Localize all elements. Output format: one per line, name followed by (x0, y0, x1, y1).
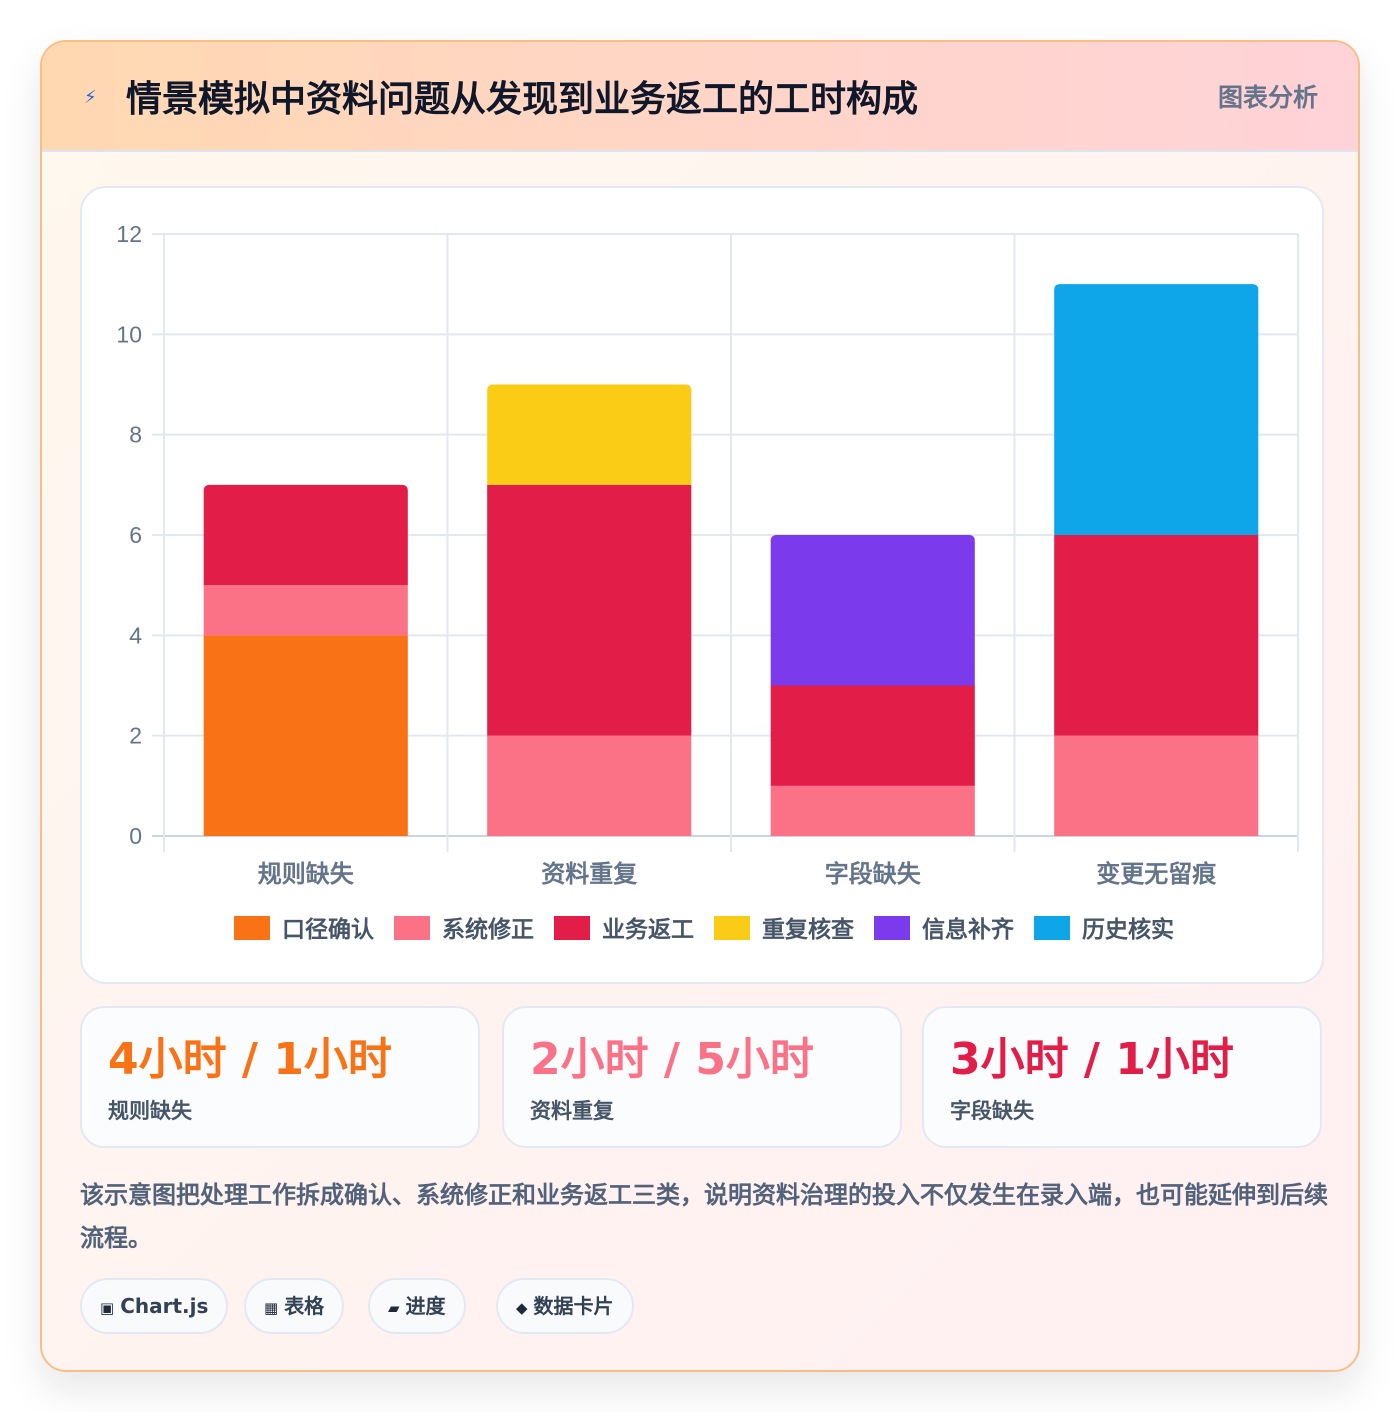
bar-segment (203, 484, 408, 586)
chart-icon: ▣ (100, 1299, 115, 1317)
bar-segment (203, 585, 408, 636)
bar-segment (203, 635, 408, 836)
legend-label: 业务返工 (602, 917, 694, 943)
legend-swatch (234, 916, 270, 940)
card-header: ⚡ 情景模拟中资料问题从发现到业务返工的工时构成 图表分析 (42, 42, 1358, 152)
x-tick-label: 资料重复 (541, 860, 638, 888)
stat-label: 规则缺失 (108, 1099, 192, 1123)
y-tick-label: 8 (129, 422, 142, 448)
header-tag: 图表分析 (1217, 83, 1318, 112)
bar-segment (1054, 535, 1259, 736)
bar-segment (770, 535, 975, 686)
chip-chartjs[interactable]: ▣ Chart.js (80, 1278, 229, 1334)
stat-value: 4小时 / 1小时 (108, 1034, 392, 1085)
bar-segment (487, 384, 692, 485)
chart-description: 该示意图把处理工作拆成确认、系统修正和业务返工三类，说明资料治理的投入不仅发生在… (80, 1181, 1328, 1252)
bar-segment (770, 785, 975, 836)
legend-swatch (554, 916, 590, 940)
chart-card: ⚡ 情景模拟中资料问题从发现到业务返工的工时构成 图表分析 0 2 4 6 8 10 12 规… (40, 40, 1360, 1372)
table-icon: ▦ (264, 1299, 279, 1317)
y-tick-label: 4 (129, 622, 142, 648)
progress-icon: ▰ (388, 1299, 400, 1317)
chip-data-card[interactable]: ◆ 数据卡片 (496, 1278, 634, 1334)
lightning-icon: ⚡ (84, 87, 97, 108)
legend-label: 历史核实 (1082, 916, 1174, 943)
bar-segment (487, 735, 692, 836)
legend-swatch (394, 916, 430, 940)
chip-label: 数据卡片 (533, 1294, 614, 1318)
stat-label: 资料重复 (530, 1099, 614, 1123)
y-tick-label: 0 (129, 823, 142, 849)
legend-label: 系统修正 (442, 916, 534, 943)
bar-segment (1054, 735, 1259, 836)
chip-table[interactable]: ▦ 表格 (244, 1278, 345, 1334)
chip-label: 表格 (284, 1294, 325, 1318)
bar-segment (770, 685, 975, 786)
legend-swatch (874, 916, 910, 940)
chart-panel: 0 2 4 6 8 10 12 规则缺失 资料重复 字段缺失 变更无留痕口径确认 系统修正 业务返工 重复… (80, 186, 1324, 984)
legend-swatch (1034, 916, 1070, 940)
legend-label: 信息补齐 (922, 916, 1015, 943)
stat-label: 字段缺失 (950, 1099, 1034, 1123)
stat-value: 2小时 / 5小时 (530, 1034, 814, 1085)
page-title: 情景模拟中资料问题从发现到业务返工的工时构成 (126, 79, 919, 120)
chip-label: Chart.js (120, 1294, 209, 1318)
y-tick-label: 6 (129, 522, 142, 548)
stat-card-2: 2小时 / 5小时 资料重复 (502, 1006, 902, 1148)
stat-card-1: 4小时 / 1小时 规则缺失 (80, 1006, 480, 1148)
y-tick-label: 12 (116, 221, 142, 247)
legend-label: 口径确认 (282, 917, 374, 943)
legend-label: 重复核查 (762, 916, 854, 943)
card-icon: ◆ (516, 1299, 528, 1317)
x-tick-label: 字段缺失 (825, 860, 922, 888)
stat-value: 3小时 / 1小时 (950, 1034, 1234, 1085)
x-tick-label: 规则缺失 (258, 860, 355, 888)
bar-segment (487, 484, 692, 736)
legend-swatch (714, 916, 750, 940)
bar-segment (1054, 284, 1259, 535)
x-tick-label: 变更无留痕 (1096, 860, 1217, 888)
chip-progress[interactable]: ▰ 进度 (368, 1278, 466, 1334)
y-tick-label: 10 (116, 321, 142, 347)
chip-label: 进度 (405, 1294, 446, 1318)
stat-card-3: 3小时 / 1小时 字段缺失 (922, 1006, 1322, 1148)
y-tick-label: 2 (129, 723, 142, 749)
